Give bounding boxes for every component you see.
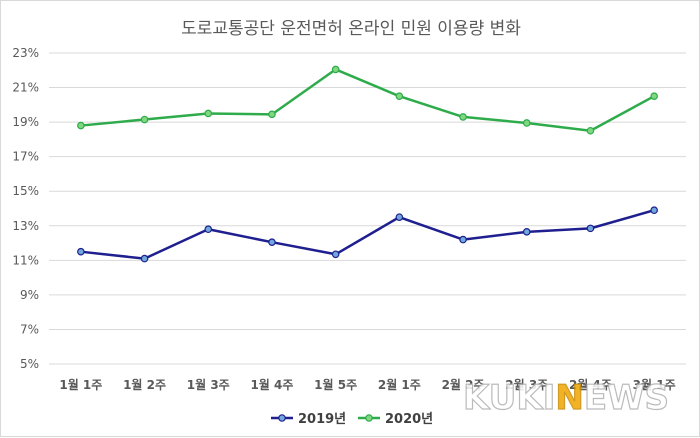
data-point [459,113,467,121]
data-point [77,121,85,130]
series-line [80,209,655,260]
data-point [650,206,658,215]
y-tick-label: 5% [20,357,39,371]
gridlines [49,52,686,365]
series-2 [77,65,658,135]
data-point [395,92,404,100]
series-line [80,68,655,132]
series-lines [77,65,658,263]
legend-marker [278,414,286,422]
y-tick-label: 17% [12,150,39,164]
legend-marker [365,414,373,422]
x-tick-label: 1월 3주 [187,377,230,392]
x-tick-label: 2월 3주 [505,377,548,392]
chart-title: 도로교통공단 운전면허 온라인 민원 이용량 변화 [181,19,521,39]
data-point [522,119,531,127]
legend-label: 2020년 [385,412,433,427]
y-axis-ticks: 5% 7% 9% 11% 13% 15% 17% 19% 21% 23% [12,46,39,371]
x-tick-label: 1월 5주 [314,377,357,392]
data-point [268,238,276,246]
series-1 [77,206,658,263]
y-tick-label: 11% [12,253,39,267]
data-point [522,228,531,236]
y-tick-label: 7% [20,322,39,336]
data-point [459,235,467,244]
x-tick-label: 2월 4주 [569,377,612,392]
data-point [140,254,149,263]
data-point [268,110,276,119]
legend-item: 2020년 [358,412,433,427]
x-tick-label: 1월 1주 [59,377,102,392]
legend: 2019년 2020년 [271,412,433,427]
watermark-part-a: KUKI [463,378,555,418]
kukinews-watermark: KUKINEWS [462,377,669,418]
y-tick-label: 13% [12,219,39,233]
legend-item: 2019년 [271,412,346,427]
data-point [331,250,340,259]
x-tick-label: 3월 1주 [633,377,676,392]
data-point [140,115,149,124]
y-tick-label: 23% [12,46,39,60]
y-tick-label: 15% [12,184,39,198]
y-tick-label: 9% [20,288,39,302]
data-point [586,224,595,233]
data-point [586,126,595,135]
data-point [77,247,85,256]
y-tick-label: 19% [12,115,39,129]
x-tick-label: 1월 4주 [250,377,293,392]
data-point [331,65,340,74]
watermark-part-c: EWS [584,378,669,418]
watermark-part-b: N [555,378,583,418]
x-tick-label: 2월 1주 [378,377,421,392]
data-point [204,109,213,118]
data-point [650,92,658,100]
y-tick-label: 21% [12,81,39,95]
x-axis-ticks: 1월 1주 1월 2주 1월 3주 1월 4주 1월 5주 2월 1주 2월 2주 2월 3주… [59,377,675,392]
x-tick-label: 2월 2주 [442,377,485,392]
data-point [204,225,213,234]
x-tick-label: 1월 2주 [123,377,166,392]
legend-label: 2019년 [298,412,346,427]
svg-text:KUKINEWS: KUKINEWS [463,378,669,418]
data-point [395,213,404,221]
